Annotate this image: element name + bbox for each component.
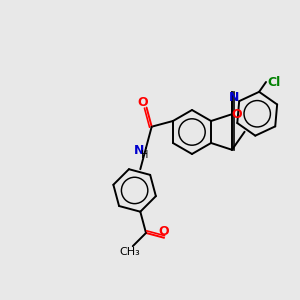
Text: N: N bbox=[134, 144, 144, 158]
Text: Cl: Cl bbox=[267, 76, 280, 88]
Text: O: O bbox=[137, 96, 148, 109]
Text: CH₃: CH₃ bbox=[119, 247, 140, 257]
Text: H: H bbox=[141, 150, 149, 160]
Text: O: O bbox=[159, 225, 170, 238]
Text: N: N bbox=[229, 91, 239, 104]
Text: O: O bbox=[232, 108, 242, 121]
